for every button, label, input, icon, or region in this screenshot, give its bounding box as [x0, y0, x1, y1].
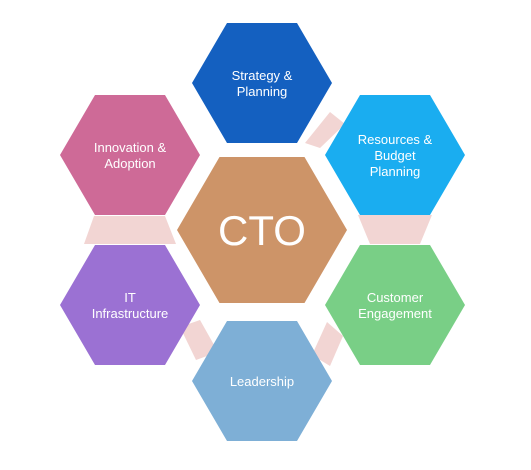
hex-customer-label-line-2: Engagement: [358, 306, 432, 321]
hex-resources-shape: [325, 95, 465, 215]
connector-customer-leadership: [312, 322, 343, 366]
hex-leadership-label-line-1: Leadership: [230, 374, 294, 389]
hex-innovation-label-line-1: Innovation &: [94, 140, 167, 155]
hex-resources-label-line-1: Resources &: [358, 132, 433, 147]
hex-strategy-shape: [192, 23, 332, 143]
hex-it-shape: [60, 245, 200, 365]
hex-strategy: Strategy &Planning: [192, 23, 332, 143]
hex-center-label-line-1: CTO: [218, 207, 306, 254]
connector-it-innovation: [84, 216, 176, 244]
hex-customer-shape: [325, 245, 465, 365]
connectors: [84, 112, 432, 366]
hex-leadership-shape: [192, 321, 332, 441]
hex-it-label-line-2: Infrastructure: [92, 306, 169, 321]
connector-resources-customer: [358, 215, 432, 244]
hex-leadership: Leadership: [192, 321, 332, 441]
hex-center: CTO: [177, 157, 347, 303]
hex-center-shape: [177, 157, 347, 303]
connector-strategy-resources: [305, 112, 345, 148]
connector-leadership-it: [180, 320, 218, 360]
hex-innovation-shape: [60, 95, 200, 215]
hex-strategy-label-line-1: Strategy &: [232, 68, 293, 83]
hex-strategy-label-line-2: Planning: [237, 84, 288, 99]
hex-innovation-label-line-2: Adoption: [104, 156, 155, 171]
hex-innovation: Innovation &Adoption: [60, 95, 200, 215]
hex-it-label-line-1: IT: [124, 290, 136, 305]
hex-resources-label-line-2: Budget: [374, 148, 416, 163]
hex-resources-label-line-3: Planning: [370, 164, 421, 179]
hex-customer-label-line-1: Customer: [367, 290, 424, 305]
